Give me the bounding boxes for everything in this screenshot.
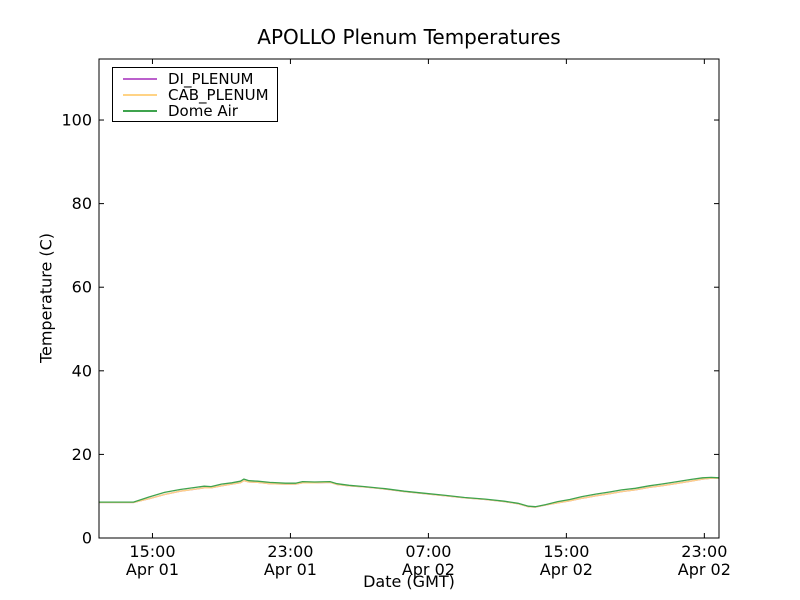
legend: DI_PLENUM CAB_PLENUM Dome Air <box>112 67 278 122</box>
x-tick-label-date: Apr 01 <box>264 560 317 579</box>
x-axis-label: Date (GMT) <box>363 572 455 591</box>
x-tick-label-date: Apr 02 <box>402 560 455 579</box>
x-tick-label-time: 07:00 <box>405 542 451 561</box>
y-tick-label: 100 <box>61 111 92 130</box>
y-tick-label: 60 <box>72 278 92 297</box>
legend-swatch-line <box>123 94 157 96</box>
legend-swatch-line <box>123 78 157 80</box>
x-tick-label-date: Apr 02 <box>678 560 731 579</box>
plot-frame <box>98 58 720 539</box>
x-tick-label-time: 15:00 <box>129 542 175 561</box>
legend-label: Dome Air <box>168 102 238 120</box>
legend-label: DI_PLENUM <box>168 70 254 88</box>
legend-swatch-line <box>123 110 157 112</box>
y-tick-label: 0 <box>82 529 92 548</box>
x-tick-label-time: 15:00 <box>543 542 589 561</box>
legend-item: DI_PLENUM <box>123 71 269 87</box>
x-tick-label-time: 23:00 <box>681 542 727 561</box>
legend-item: Dome Air <box>123 103 269 119</box>
x-tick-label-time: 23:00 <box>267 542 313 561</box>
y-tick-label: 80 <box>72 194 92 213</box>
y-tick-label: 20 <box>72 445 92 464</box>
legend-item: CAB_PLENUM <box>123 87 269 103</box>
x-tick-label-date: Apr 01 <box>126 560 179 579</box>
legend-label: CAB_PLENUM <box>168 86 269 104</box>
series-line-Dome-Air <box>99 476 720 508</box>
chart-title: APOLLO Plenum Temperatures <box>257 25 561 49</box>
x-tick-label-date: Apr 02 <box>540 560 593 579</box>
series-line-CAB_PLENUM <box>99 477 719 508</box>
y-tick-label: 40 <box>72 361 92 380</box>
